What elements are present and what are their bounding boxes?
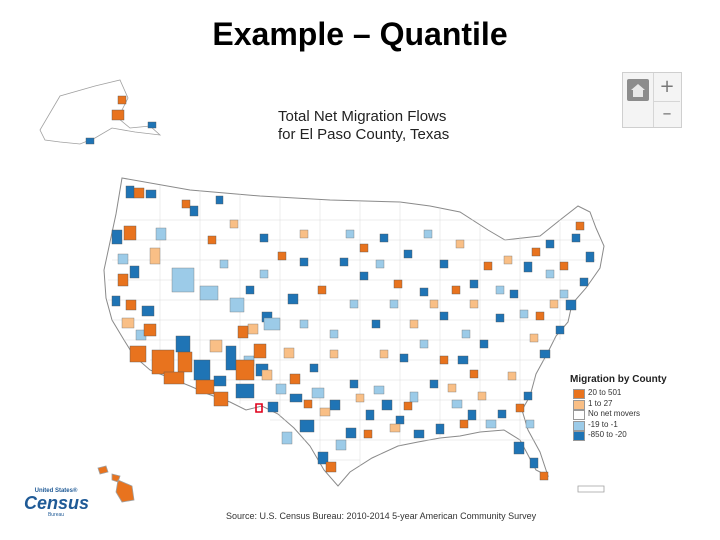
- map-title: Total Net Migration Flows for El Paso Co…: [278, 108, 449, 144]
- map-title-line1: Total Net Migration Flows: [278, 108, 447, 125]
- legend-item: 20 to 501: [570, 388, 674, 399]
- legend-label: -19 to -1: [588, 419, 618, 429]
- zoom-separator: [653, 73, 654, 127]
- legend-label: 20 to 501: [588, 388, 622, 397]
- legend-title: Migration by County: [570, 374, 667, 385]
- el-paso-highlight: [255, 403, 263, 413]
- zoom-control: + –: [622, 72, 682, 128]
- hawaii-outline: [97, 465, 135, 503]
- county-grid: [108, 185, 600, 466]
- legend-item: -850 to -20: [570, 430, 674, 441]
- legend-label: -850 to -20: [588, 430, 627, 439]
- map-title-line2: for El Paso County, Texas: [278, 126, 450, 143]
- legend-swatch: [573, 420, 585, 431]
- zoom-out-button[interactable]: –: [654, 101, 680, 126]
- legend-label: 1 to 27: [588, 398, 613, 408]
- counties-dark-orange: [111, 109, 585, 481]
- map-canvas: [39, 79, 605, 503]
- legend-label: No net movers: [588, 409, 641, 418]
- counties-dark-blue: [111, 185, 595, 469]
- puerto-rico-outline: [577, 485, 605, 493]
- legend-swatch: [573, 431, 585, 441]
- counties-light-orange: [121, 219, 559, 433]
- legend-swatch: [573, 399, 585, 410]
- legend-swatch: [573, 389, 585, 399]
- logo-main-text: Census: [24, 493, 90, 513]
- legend-item: 1 to 27: [570, 399, 674, 410]
- migration-map[interactable]: [22, 72, 698, 524]
- source-note: Source: U.S. Census Bureau: 2010-2014 5-…: [226, 511, 537, 521]
- legend-item: -19 to -1: [570, 420, 674, 431]
- alaska-outline: [39, 79, 162, 145]
- alaska-counties: [85, 95, 157, 145]
- logo-top-text: United States®: [34, 488, 78, 494]
- legend-item: No net movers: [570, 409, 674, 420]
- legend-swatch: [573, 410, 585, 420]
- zoom-in-button[interactable]: +: [659, 76, 675, 97]
- census-logo: United States® Census Bureau: [24, 488, 90, 520]
- home-icon[interactable]: [627, 79, 649, 101]
- slide-title: Example – Quantile: [212, 16, 508, 52]
- legend: Migration by County 20 to 501 1 to 27 No…: [570, 374, 674, 441]
- logo-bottom-text: Bureau: [47, 512, 65, 518]
